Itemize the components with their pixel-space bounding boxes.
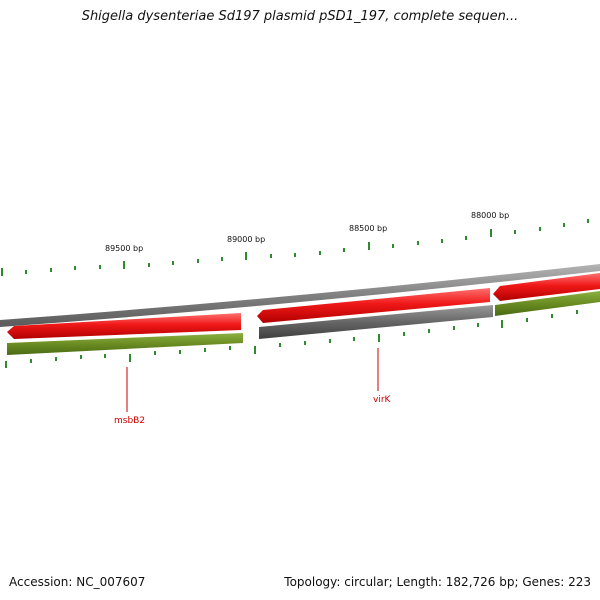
- tick-mark: [353, 337, 355, 341]
- tick-mark: [453, 326, 455, 330]
- tick-mark: [279, 343, 281, 347]
- tick-mark: [465, 236, 467, 240]
- inner-tick-ring: [5, 310, 578, 368]
- tick-mark: [30, 359, 32, 363]
- gene-label-msbB2[interactable]: msbB2: [114, 416, 145, 426]
- cds-arrow[interactable]: [493, 273, 600, 301]
- tick-mark: [514, 230, 516, 234]
- tick-mark: [154, 351, 156, 355]
- tick-mark: [539, 227, 541, 231]
- tick-mark: [204, 348, 206, 352]
- tick-mark: [179, 350, 181, 354]
- tick-mark: [148, 263, 150, 267]
- cds-segment-virK[interactable]: [259, 305, 493, 339]
- tick-mark: [329, 339, 331, 343]
- tick-mark: [99, 265, 101, 269]
- tick-mark: [403, 332, 405, 336]
- cds-arrow-msbB2[interactable]: [7, 313, 241, 339]
- tick-mark: [5, 361, 7, 368]
- tick-mark: [104, 354, 106, 358]
- outer-tick-ring: [1, 219, 589, 276]
- map-title: Shigella dysenteriae Sd197 plasmid pSD1_…: [81, 9, 519, 24]
- tick-mark: [50, 268, 52, 272]
- tick-mark: [129, 354, 131, 362]
- tick-mark: [417, 241, 419, 245]
- tick-mark: [392, 244, 394, 248]
- cds-arrow[interactable]: [257, 288, 490, 323]
- tick-mark: [501, 320, 503, 328]
- tick-mark: [74, 266, 76, 270]
- tick-mark: [304, 341, 306, 345]
- plasmid-backbone: [0, 264, 600, 327]
- tick-mark: [123, 261, 125, 269]
- tick-mark: [270, 254, 272, 258]
- tick-label: 89500 bp: [105, 244, 143, 253]
- tick-mark: [319, 251, 321, 255]
- topology-summary: Topology: circular; Length: 182,726 bp; …: [284, 575, 591, 589]
- tick-mark: [245, 252, 247, 260]
- tick-mark: [551, 314, 553, 318]
- cds-track: [7, 273, 600, 339]
- tick-mark: [294, 253, 296, 257]
- tick-mark: [441, 239, 443, 243]
- gene-track: [7, 291, 600, 355]
- tick-mark: [477, 323, 479, 327]
- tick-mark: [368, 242, 370, 250]
- tick-mark: [80, 355, 82, 359]
- tick-mark: [526, 318, 528, 322]
- tick-mark: [490, 229, 492, 237]
- tick-labels: 89500 bp 89000 bp 88500 bp 88000 bp: [105, 211, 509, 253]
- gene-label-virK[interactable]: virK: [373, 395, 392, 405]
- tick-mark: [172, 261, 174, 265]
- tick-mark: [197, 259, 199, 263]
- tick-mark: [587, 219, 589, 223]
- tick-mark: [229, 346, 231, 350]
- tick-mark: [563, 223, 565, 227]
- tick-mark: [25, 270, 27, 274]
- tick-label: 88000 bp: [471, 211, 509, 220]
- tick-label: 88500 bp: [349, 224, 387, 233]
- tick-mark: [221, 257, 223, 261]
- accession-text: Accession: NC_007607: [9, 575, 146, 589]
- tick-mark: [428, 329, 430, 333]
- tick-mark: [343, 248, 345, 252]
- tick-mark: [254, 346, 256, 354]
- tick-mark: [378, 334, 380, 342]
- tick-label: 89000 bp: [227, 235, 265, 244]
- tick-mark: [1, 268, 3, 276]
- tick-mark: [55, 357, 57, 361]
- gene-segment[interactable]: [495, 291, 600, 316]
- tick-mark: [576, 310, 578, 314]
- gene-segment[interactable]: [7, 333, 243, 355]
